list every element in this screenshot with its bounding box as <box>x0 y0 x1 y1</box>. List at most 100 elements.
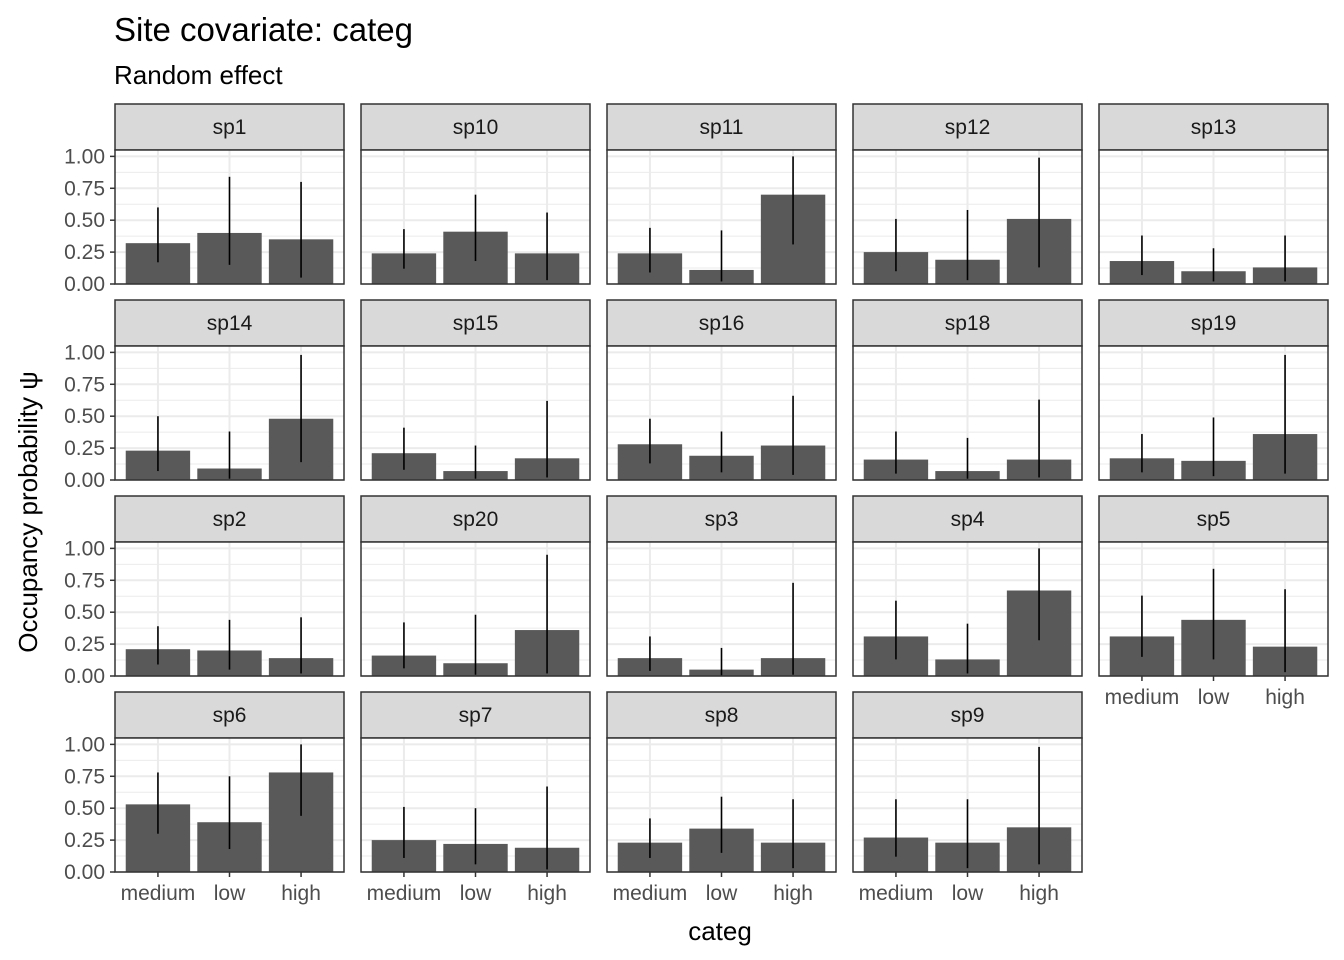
facet-strip <box>360 103 591 151</box>
x-tick-label: high <box>1019 882 1059 905</box>
facet-strip <box>360 691 591 739</box>
y-tick-label: 0.50 <box>64 209 105 232</box>
x-tick-label: low <box>706 882 738 905</box>
y-tick-label: 1.00 <box>64 733 105 756</box>
panel-border <box>852 149 1083 285</box>
y-tick-label: 1.00 <box>64 145 105 168</box>
facet-sp2: sp2 0.00 0.25 0.50 0.75 1.00 <box>64 495 345 688</box>
y-tick-label: 0.00 <box>64 665 105 688</box>
panel-border <box>360 149 591 285</box>
panel-border <box>114 541 345 677</box>
facet-label: sp11 <box>700 116 744 139</box>
panel-border <box>606 345 837 481</box>
y-tick-label: 0.50 <box>64 601 105 624</box>
facet-label: sp4 <box>951 508 985 531</box>
y-axis-title: Occupancy probability ψ <box>13 371 43 653</box>
facet-sp6: sp6 0.00 0.25 0.50 0.75 1.00 medium low high <box>64 691 345 905</box>
panel-border <box>114 345 345 481</box>
facet-sp3: sp3 <box>606 495 837 677</box>
x-tick-label: high <box>773 882 813 905</box>
x-tick-label: medium <box>367 882 442 905</box>
facet-sp16: sp16 <box>606 299 837 481</box>
facet-sp14: sp14 0.00 0.25 0.50 0.75 1.00 <box>64 299 345 492</box>
facet-label: sp19 <box>1191 312 1237 335</box>
facet-sp8: sp8 medium low high <box>606 691 837 905</box>
y-tick-label: 0.50 <box>64 405 105 428</box>
facet-strip <box>606 691 837 739</box>
x-axis-title: categ <box>688 916 752 946</box>
y-tick-label: 0.75 <box>64 177 105 200</box>
facet-label: sp18 <box>945 312 991 335</box>
panel-border <box>1098 345 1329 481</box>
facet-sp9: sp9 medium low high <box>852 691 1083 905</box>
y-tick-label: 0.75 <box>64 373 105 396</box>
panel-border <box>606 541 837 677</box>
panel-border <box>606 149 837 285</box>
facet-label: sp20 <box>453 508 499 531</box>
facet-sp12: sp12 <box>852 103 1083 285</box>
x-tick-label: high <box>281 882 321 905</box>
chart-title: Site covariate: categ <box>114 11 413 48</box>
facet-sp11: sp11 <box>606 103 837 285</box>
facet-sp15: sp15 <box>360 299 591 481</box>
panel-border <box>852 345 1083 481</box>
facet-strip <box>852 103 1083 151</box>
facet-label: sp8 <box>705 704 739 727</box>
facet-sp19: sp19 <box>1098 299 1329 481</box>
x-tick-label: medium <box>859 882 934 905</box>
facet-strip <box>1098 495 1329 543</box>
facet-label: sp9 <box>951 704 985 727</box>
panel-border <box>114 149 345 285</box>
x-tick-label: medium <box>613 882 688 905</box>
facet-label: sp14 <box>207 312 253 335</box>
facet-label: sp6 <box>213 704 247 727</box>
facet-sp1: sp1 0.00 0.25 0.50 0.75 1.00 <box>64 103 345 296</box>
y-tick-label: 0.25 <box>64 437 105 460</box>
facet-label: sp10 <box>453 116 499 139</box>
y-tick-label: 1.00 <box>64 537 105 560</box>
facet-label: sp3 <box>705 508 739 531</box>
facet-strip <box>852 495 1083 543</box>
y-tick-label: 1.00 <box>64 341 105 364</box>
y-tick-label: 0.00 <box>64 273 105 296</box>
facet-label: sp12 <box>945 116 991 139</box>
panel-border <box>852 541 1083 677</box>
facet-label: sp15 <box>453 312 499 335</box>
facet-sp5: sp5 medium low high <box>1098 495 1329 709</box>
facet-strip <box>606 299 837 347</box>
facet-strip <box>114 299 345 347</box>
x-tick-label: low <box>214 882 246 905</box>
facet-sp10: sp10 <box>360 103 591 285</box>
facet-sp4: sp4 <box>852 495 1083 677</box>
facet-strip <box>1098 299 1329 347</box>
y-tick-label: 0.00 <box>64 469 105 492</box>
y-tick-label: 0.75 <box>64 765 105 788</box>
facet-strip <box>114 691 345 739</box>
x-tick-label: low <box>460 882 492 905</box>
facet-label: sp16 <box>699 312 745 335</box>
facet-strip <box>114 495 345 543</box>
y-tick-label: 0.25 <box>64 633 105 656</box>
x-tick-label: high <box>527 882 567 905</box>
x-tick-label: low <box>1198 686 1230 709</box>
facet-strip <box>606 495 837 543</box>
x-tick-label: low <box>952 882 984 905</box>
facet-sp13: sp13 <box>1098 103 1329 285</box>
panel-border <box>360 345 591 481</box>
facet-label: sp13 <box>1191 116 1237 139</box>
facet-label: sp1 <box>213 116 247 139</box>
panel-border <box>1098 149 1329 285</box>
x-tick-label: medium <box>1105 686 1180 709</box>
facet-sp7: sp7 medium low high <box>360 691 591 905</box>
facet-label: sp7 <box>459 704 493 727</box>
facet-strip <box>852 299 1083 347</box>
y-tick-label: 0.00 <box>64 861 105 884</box>
facet-strip <box>360 495 591 543</box>
y-tick-label: 0.50 <box>64 797 105 820</box>
panel-border <box>360 541 591 677</box>
facet-label: sp5 <box>1197 508 1231 531</box>
x-tick-label: medium <box>121 882 196 905</box>
facet-strip <box>114 103 345 151</box>
y-tick-label: 0.75 <box>64 569 105 592</box>
